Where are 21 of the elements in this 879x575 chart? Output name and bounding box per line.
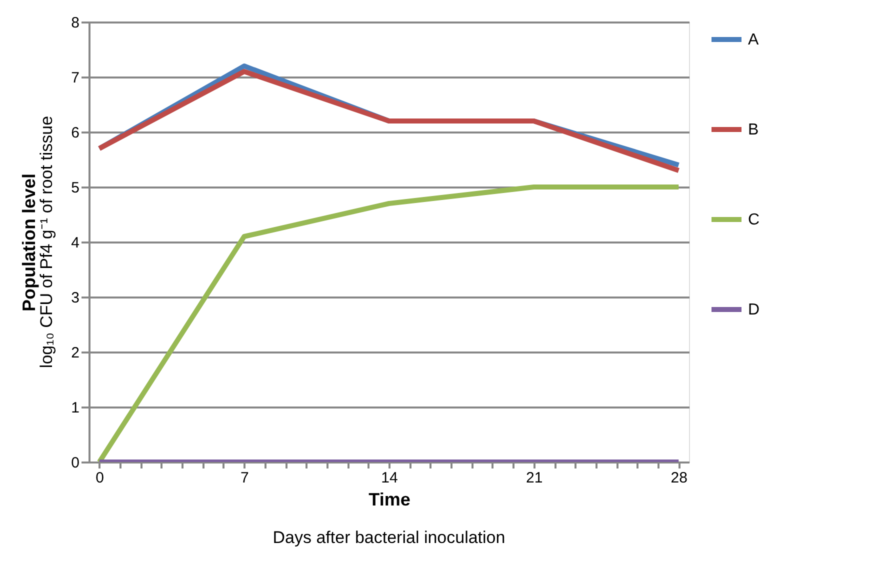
legend-label: D [748, 302, 760, 318]
y-tick-label: 4 [71, 234, 80, 252]
y-tick-label: 7 [71, 70, 80, 86]
legend-label: A [748, 32, 759, 48]
y-tick-label: 0 [71, 454, 80, 472]
legend-label: B [748, 122, 759, 138]
y-tick-label: 5 [71, 180, 80, 196]
y-tick-label: 3 [71, 290, 80, 306]
text: Days after bacterial inoculation [272, 528, 506, 547]
y-axis-title: Population level [19, 173, 40, 312]
legend-label: C [748, 212, 760, 228]
x-tick-label: 14 [381, 470, 398, 486]
x-tick-label: 21 [526, 470, 543, 486]
x-tick-label: 0 [96, 470, 104, 486]
x-axis-title: Time [368, 490, 410, 510]
y-tick-label: 1 [71, 400, 80, 416]
x-tick-label: 28 [670, 470, 688, 486]
y-tick-label: 2 [71, 344, 80, 362]
y-tick-label: 8 [71, 14, 80, 32]
x-tick-label: 7 [240, 470, 249, 486]
y-tick-label: 6 [71, 124, 80, 142]
